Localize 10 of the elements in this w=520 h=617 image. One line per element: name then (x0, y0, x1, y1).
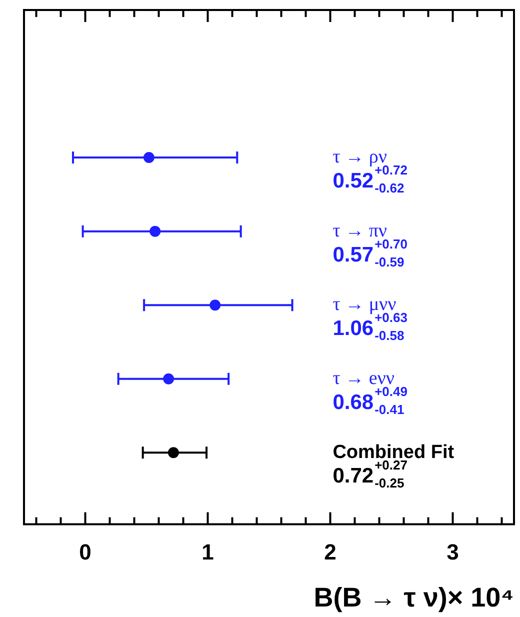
point (163, 373, 174, 384)
point (210, 300, 221, 311)
x-axis-title: B(B → τ ν)× 10⁴ (314, 582, 514, 612)
point (150, 226, 161, 237)
point (168, 447, 179, 458)
x-tick-label: 1 (202, 539, 214, 564)
x-tick-label: 0 (79, 539, 92, 564)
point (143, 152, 154, 164)
x-tick-label: 2 (324, 539, 336, 564)
x-tick-label: 3 (446, 539, 459, 564)
